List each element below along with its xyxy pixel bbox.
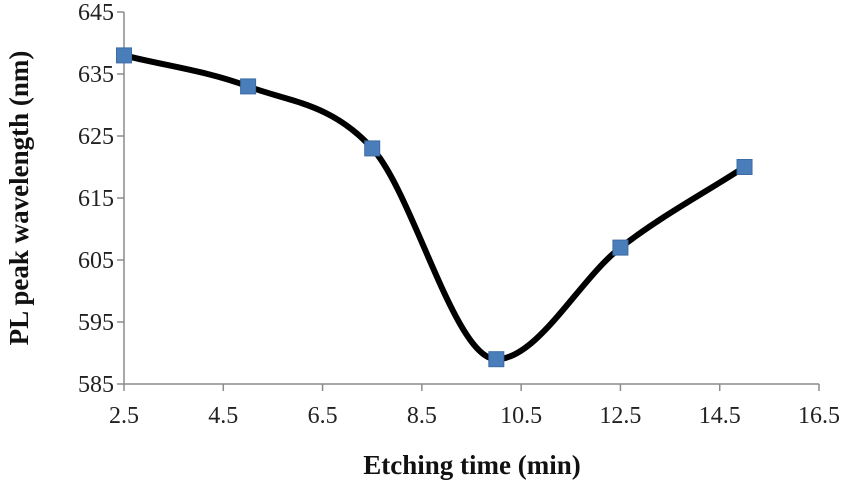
x-tick-label: 6.5 [308,403,338,429]
y-tick-label: 595 [78,310,114,336]
x-axis: 2.5 4.5 6.5 8.5 10.5 12.5 14.5 16.5 [109,383,840,429]
y-tick-label: 635 [78,62,114,88]
x-tick-label: 12.5 [599,403,641,429]
data-point-marker [116,47,132,64]
series-layer [116,47,753,368]
y-axis: 585 595 605 615 625 635 645 [78,0,125,398]
x-tick-label: 14.5 [699,403,741,429]
x-tick-label: 8.5 [407,403,437,429]
y-tick-label: 645 [78,0,114,26]
x-tick-label: 10.5 [500,403,542,429]
x-axis-title: Etching time (min) [363,450,580,480]
x-tick-label: 2.5 [109,403,139,429]
y-tick-label: 625 [78,124,114,150]
y-axis-title: PL peak wavelength (nm) [4,51,34,346]
series-line [121,52,748,363]
data-point-marker [240,78,257,95]
y-tick-label: 585 [78,372,114,398]
y-tick-label: 605 [78,248,114,274]
data-point-marker [612,239,629,256]
data-point-marker [364,140,381,157]
x-tick-label: 16.5 [798,403,840,429]
y-tick-label: 615 [78,186,114,212]
data-point-marker [736,159,753,175]
x-tick-label: 4.5 [208,403,238,429]
data-point-marker [488,351,505,368]
